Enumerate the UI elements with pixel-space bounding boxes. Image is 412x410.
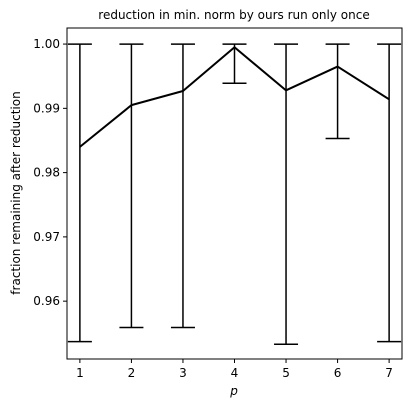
x-tick-label: 6 [334,366,342,380]
y-tick-label: 0.99 [33,101,60,115]
x-ticks: 1 2 3 4 5 6 7 [76,359,393,380]
y-tick-label: 0.97 [33,230,60,244]
x-tick-label: 3 [179,366,187,380]
x-axis-label: p [229,384,238,398]
x-tick-label: 5 [282,366,290,380]
y-tick-label: 0.98 [33,166,60,180]
y-tick-label: 0.96 [33,294,60,308]
series-line [79,46,390,148]
x-tick-label: 1 [76,366,84,380]
x-tick-label: 7 [385,366,393,380]
y-tick-label: 1.00 [33,37,60,51]
chart-title: reduction in min. norm by ours run only … [98,8,369,22]
series-line-group [79,46,390,148]
error-bars [67,43,402,345]
y-ticks: 0.96 0.97 0.98 0.99 1.00 [33,37,67,308]
y-axis-label: fraction remaining after reduction [9,91,23,294]
x-tick-label: 2 [128,366,136,380]
x-tick-label: 4 [231,366,239,380]
